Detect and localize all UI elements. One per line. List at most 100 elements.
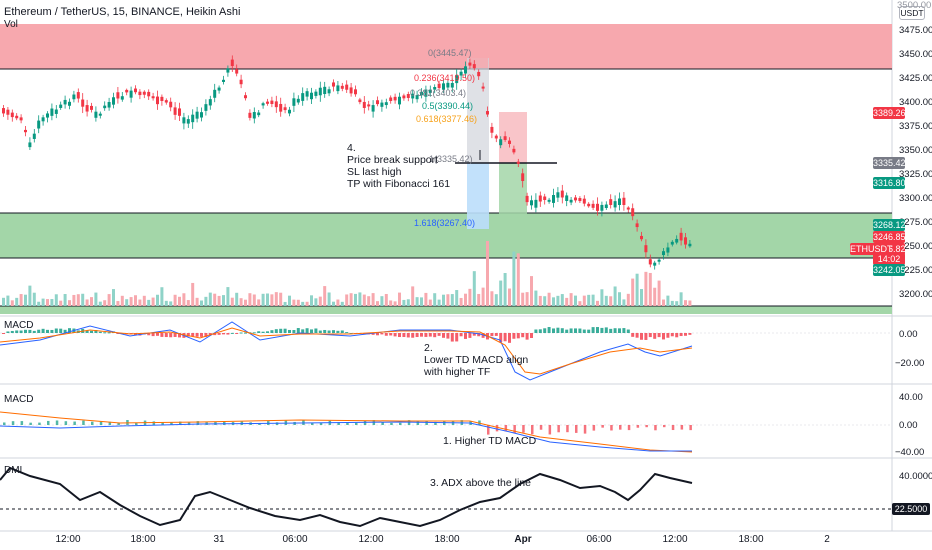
volume-bar	[503, 273, 507, 306]
volume-bar	[200, 300, 203, 306]
macd1-hist	[618, 328, 621, 333]
volume-bar	[481, 287, 485, 306]
candle-body	[204, 104, 208, 111]
volume-bar	[578, 301, 582, 306]
volume-bar	[305, 301, 309, 306]
chart-title: Ethereum / TetherUS, 15, BINANCE, Heikin…	[4, 6, 241, 18]
candle-body	[191, 114, 195, 123]
candle-body	[560, 190, 564, 198]
candle-body	[244, 95, 247, 99]
volume-bar	[411, 286, 415, 306]
macd1-hist	[292, 330, 296, 333]
volume-bar	[552, 297, 555, 306]
note-2-line: Lower TD MACD align	[424, 354, 529, 366]
volume-bar	[406, 299, 410, 306]
macd1-hist	[32, 330, 36, 333]
candle-body	[151, 96, 155, 99]
volume-bar	[402, 299, 406, 306]
candle-body	[76, 92, 80, 99]
volume-bar	[543, 296, 547, 306]
macd1-hist	[499, 333, 503, 343]
volume-bar	[107, 294, 111, 306]
note-2: 2. Lower TD MACD align with higher TF	[424, 342, 528, 378]
candle-body	[494, 135, 498, 139]
trade-box-stop	[499, 112, 527, 164]
volume-bar	[226, 287, 230, 306]
macd2-hist	[20, 421, 24, 425]
macd1-hist	[107, 332, 111, 334]
candle-body	[543, 196, 547, 200]
macd2-hist	[152, 421, 156, 425]
volume-bar	[182, 293, 186, 306]
candle-body	[631, 208, 635, 217]
macd1-hist	[19, 330, 23, 333]
candle-body	[107, 102, 111, 108]
macd2-hist	[390, 422, 393, 425]
candle-body	[371, 105, 375, 112]
macd1-hist	[160, 333, 164, 337]
candle-body	[490, 126, 494, 133]
macd1-hist	[415, 333, 419, 338]
candle-body	[125, 89, 129, 93]
macd1-hist	[662, 333, 665, 340]
candle-body	[85, 105, 89, 112]
macd1-hist	[402, 333, 406, 338]
macd2-hist	[38, 422, 41, 425]
volume-bar	[340, 301, 344, 306]
macd1-hist	[178, 333, 181, 338]
volume-bar	[239, 298, 243, 306]
volume-bar	[653, 287, 657, 306]
volume-bar	[508, 288, 511, 306]
volume-bar	[173, 294, 177, 306]
candle-body	[679, 232, 683, 241]
volume-bar	[244, 299, 247, 306]
volume-bar	[499, 280, 503, 306]
volume-bar	[6, 295, 10, 306]
macd1-hist	[54, 328, 58, 333]
volume-bar	[279, 292, 283, 306]
time-tick: 31	[213, 534, 225, 545]
candle-body	[578, 198, 582, 202]
volume-bar	[204, 296, 208, 306]
candle-body	[252, 112, 256, 119]
candle-body	[556, 192, 560, 198]
volume-bar	[688, 300, 692, 306]
volume-bar	[618, 292, 621, 306]
volume-bar	[631, 278, 635, 306]
macd2-hist	[654, 425, 657, 431]
candle-body	[486, 111, 489, 115]
candle-body	[164, 100, 168, 103]
volume-bar	[442, 294, 445, 306]
volume-bar	[15, 297, 19, 306]
volume-bar	[336, 299, 340, 306]
time-tick: Apr	[514, 534, 532, 545]
candle-body	[591, 203, 595, 208]
macd1-hist	[164, 333, 168, 338]
macd1-hist	[560, 328, 564, 333]
candle-body	[411, 93, 415, 99]
macd1-hist	[450, 333, 454, 342]
candle-body	[160, 96, 164, 102]
volume-bar	[213, 293, 217, 306]
volume-bar	[222, 295, 225, 306]
volume-bar	[349, 293, 353, 306]
candle-body	[367, 104, 371, 107]
volume-bar	[547, 292, 551, 306]
volume-bar	[310, 295, 313, 306]
volume-bar	[437, 299, 441, 306]
volume-bar	[459, 297, 463, 306]
macd2-hist	[601, 425, 604, 428]
candle-body	[552, 195, 555, 203]
macd2-hist	[64, 421, 68, 425]
currency-button[interactable]: USDT	[899, 6, 925, 20]
macd1-hist	[653, 333, 657, 339]
macd2-hist	[161, 422, 164, 425]
volume-bar	[103, 300, 107, 306]
candle-body	[508, 140, 511, 144]
candle-body	[468, 62, 472, 66]
macd1-hist	[420, 333, 423, 337]
volume-bar	[151, 297, 155, 306]
volume-bar	[398, 292, 401, 306]
volume-bar	[538, 295, 542, 306]
